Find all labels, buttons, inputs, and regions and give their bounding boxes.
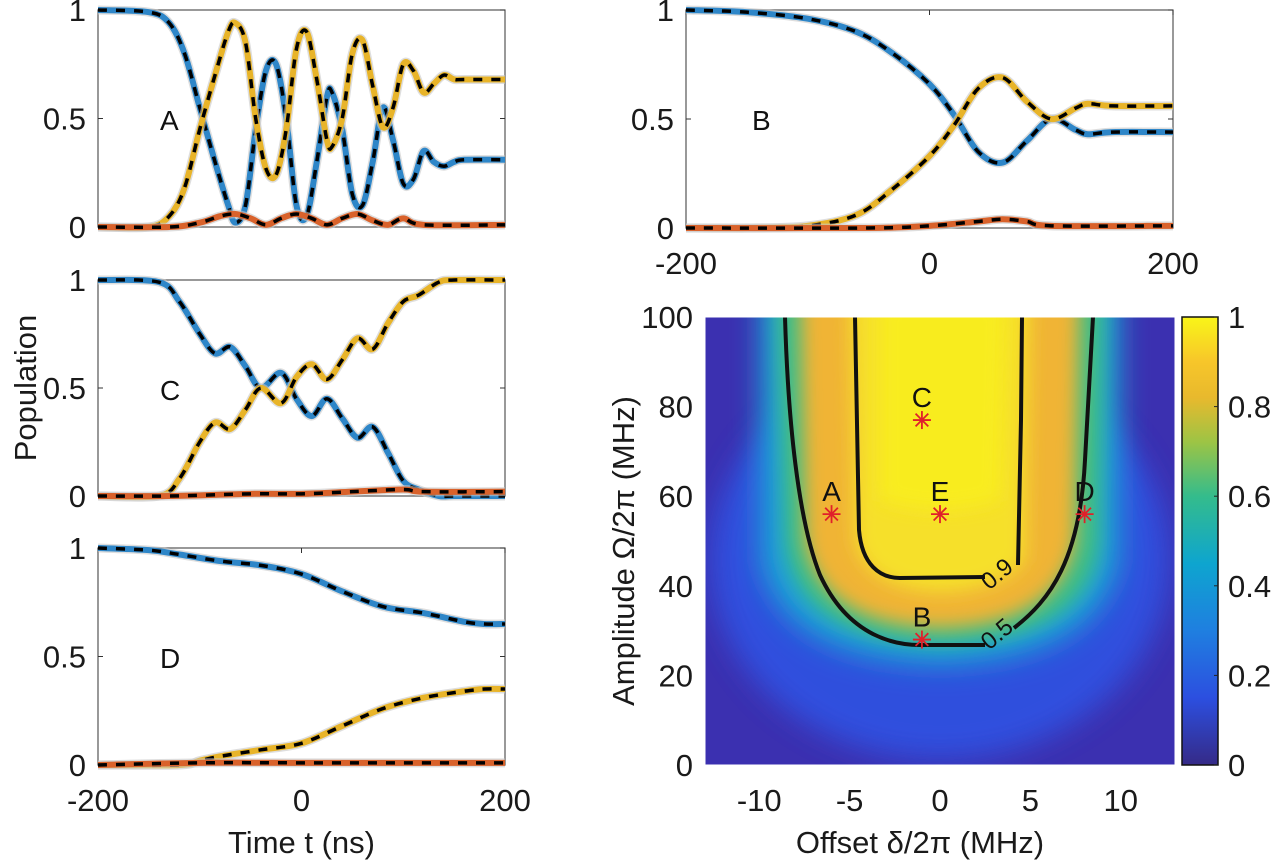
y-tick-label: 60 xyxy=(659,479,693,514)
panel-label-C: C xyxy=(160,375,180,406)
asterisk-icon xyxy=(914,413,929,428)
series-excited xyxy=(97,276,506,501)
y-tick-label: 0 xyxy=(657,211,674,246)
x-tick-label: 0 xyxy=(921,246,938,281)
colorbar xyxy=(1181,316,1219,766)
marker-B: B xyxy=(913,602,932,649)
asterisk-icon xyxy=(914,632,929,647)
y-tick-label: 0.5 xyxy=(43,640,86,675)
series-leakage-fit xyxy=(97,760,505,767)
x-tick-label: 0 xyxy=(931,783,948,818)
contour-line-0.5-right xyxy=(1012,317,1095,630)
marker-label-B: B xyxy=(913,602,932,633)
series-leakage-fit xyxy=(685,217,1174,230)
heatmap-image xyxy=(705,317,1175,765)
contour-line-0.5 xyxy=(783,317,985,647)
marker-A: A xyxy=(822,476,841,524)
asterisk-icon xyxy=(932,507,948,522)
panel-label-B: B xyxy=(752,105,771,136)
series-ground-fit xyxy=(685,8,1174,165)
x-tick-label: -200 xyxy=(655,246,717,281)
y-axis-label: Population xyxy=(8,315,43,462)
y-tick-label: 40 xyxy=(659,569,693,604)
x-axis-label: Time t (ns) xyxy=(228,825,375,860)
heatmap-frame xyxy=(704,316,1176,766)
y-tick-label: 0.5 xyxy=(43,371,86,406)
y-tick-label: 1 xyxy=(657,0,674,28)
marker-label-C: C xyxy=(912,382,932,413)
y-tick-label: 100 xyxy=(641,300,693,335)
contour-line-0.9-right xyxy=(1016,317,1024,566)
series-leakage-fit xyxy=(97,487,506,498)
colorbar-tick-label: 0 xyxy=(1228,748,1245,783)
marker-label-E: E xyxy=(931,476,950,507)
series-leakage-fit xyxy=(97,212,506,230)
marker-label-D: D xyxy=(1074,476,1094,507)
series-excited xyxy=(97,19,506,231)
colorbar-tick-label: 1 xyxy=(1228,300,1245,335)
y-tick-label: 1 xyxy=(69,0,86,28)
marker-C: C xyxy=(912,382,932,430)
x-tick-label: 10 xyxy=(1104,783,1138,818)
marker-E: E xyxy=(931,476,950,524)
colorbar-tick-label: 0.8 xyxy=(1228,390,1271,425)
y-tick-label: 1 xyxy=(69,263,86,298)
plot-area-C xyxy=(97,279,506,497)
colorbar-tick-label: 0.4 xyxy=(1228,569,1271,604)
panel-label-D: D xyxy=(160,643,180,674)
y-tick-label: 0 xyxy=(69,210,86,245)
panel-A: 0 0.5 1 A xyxy=(43,0,506,245)
y-axis-label: Amplitude Ω/2π (MHz) xyxy=(606,396,641,706)
marker-D: D xyxy=(1074,476,1095,524)
series-ground-fit xyxy=(97,546,506,626)
contour-line-0.9 xyxy=(853,317,986,581)
y-tick-label: 0.5 xyxy=(631,102,674,137)
colorbar-tick-label: 0.2 xyxy=(1228,658,1271,693)
y-tick-label: 0 xyxy=(676,748,693,783)
y-tick-label: 80 xyxy=(659,390,693,425)
y-tick-label: 0.5 xyxy=(43,102,86,137)
panel-C: 0 0.5 1 C Population xyxy=(8,263,506,514)
x-tick-label: -5 xyxy=(836,783,864,818)
x-axis-label: Offset δ/2π (MHz) xyxy=(796,825,1044,860)
asterisk-icon xyxy=(1077,507,1092,522)
y-tick-label: 1 xyxy=(69,531,86,566)
y-tick-label: 20 xyxy=(659,658,693,693)
x-tick-label: 200 xyxy=(479,783,531,818)
y-tick-label: 0 xyxy=(69,479,86,514)
plot-area-D xyxy=(97,547,506,766)
x-tick-label: 5 xyxy=(1022,783,1039,818)
asterisk-icon xyxy=(824,507,839,522)
x-tick-label: 200 xyxy=(1147,246,1199,281)
series-excited-fit xyxy=(685,75,1174,230)
x-tick-label: -200 xyxy=(67,783,129,818)
panel-label-A: A xyxy=(160,105,179,136)
plot-area-B xyxy=(685,9,1174,229)
y-tick-label: 0 xyxy=(69,748,86,783)
x-tick-label: 0 xyxy=(293,783,310,818)
marker-label-A: A xyxy=(822,476,841,507)
x-tick-label: -10 xyxy=(737,783,782,818)
series-ground-fit xyxy=(97,8,506,225)
colorbar-tick-label: 0.6 xyxy=(1228,479,1271,514)
